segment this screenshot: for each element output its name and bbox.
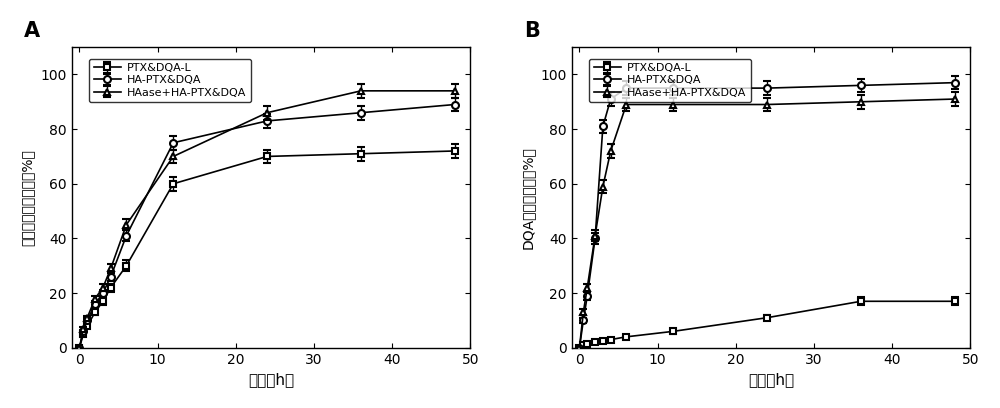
Legend: PTX&DQA-L, HA-PTX&DQA, HAase+HA-PTX&DQA: PTX&DQA-L, HA-PTX&DQA, HAase+HA-PTX&DQA xyxy=(89,59,251,102)
Text: B: B xyxy=(524,21,540,41)
Y-axis label: 紫杉醇累积释放量（%）: 紫杉醇累积释放量（%） xyxy=(21,149,35,246)
Legend: PTX&DQA-L, HA-PTX&DQA, HAase+HA-PTX&DQA: PTX&DQA-L, HA-PTX&DQA, HAase+HA-PTX&DQA xyxy=(589,59,751,102)
X-axis label: 时间（h）: 时间（h） xyxy=(248,372,294,387)
X-axis label: 时间（h）: 时间（h） xyxy=(748,372,794,387)
Text: A: A xyxy=(24,21,40,41)
Y-axis label: DQA累计释放量（%）: DQA累计释放量（%） xyxy=(521,146,535,249)
